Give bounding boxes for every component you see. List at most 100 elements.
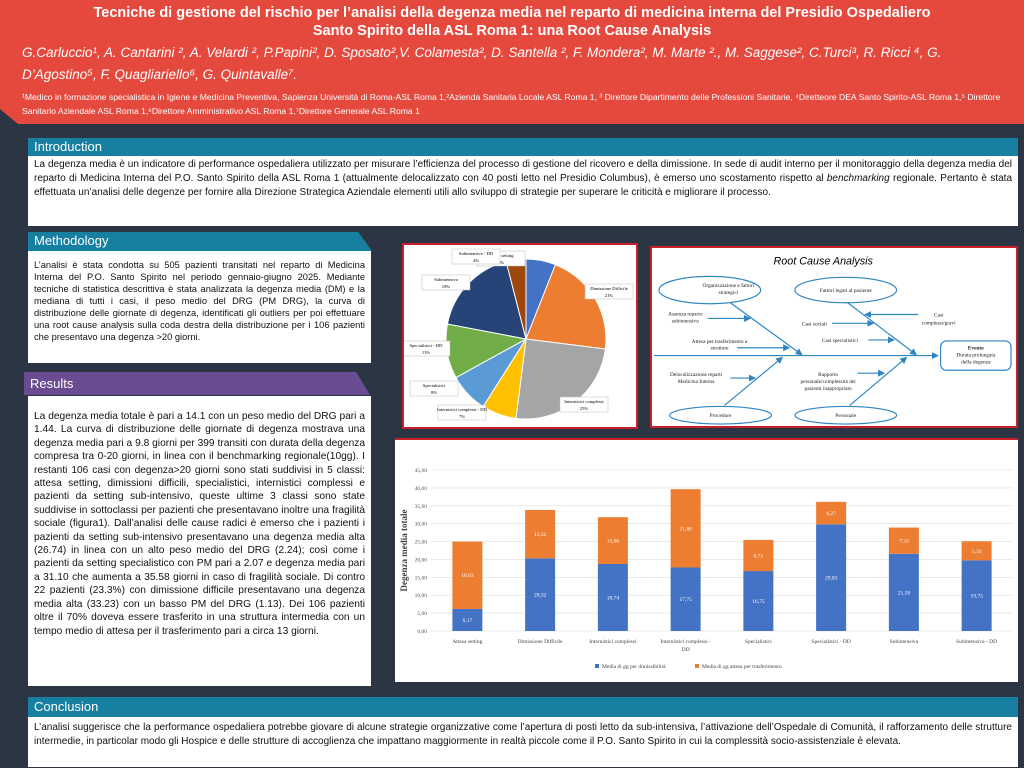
intro-text-a: La degenza media è un indicatore di perf…	[34, 159, 1012, 184]
pie-label-category: Internistici complessi - DD	[437, 407, 488, 412]
bar-data-label: 21,58	[898, 590, 911, 596]
specialistici-label: Casi specialistici	[822, 338, 859, 344]
y-axis-label: Degenza media totale	[399, 510, 409, 592]
title-line-2: Santo Spirito della ASL Roma 1: una Root…	[312, 23, 712, 39]
legend-label: Media di gg attesa per trasferimento	[702, 663, 782, 670]
bar-segment	[961, 560, 992, 631]
authors: G.Carluccio¹, A. Cantarini ², A. Velardi…	[22, 45, 942, 82]
y-tick-label: 10,00	[415, 593, 428, 599]
affiliations: ¹Medico in formazione specialistica in I…	[22, 92, 1001, 116]
bar-data-label: 16,75	[752, 599, 765, 605]
sociali-label: Casi sociali	[802, 321, 827, 327]
y-tick-label: 25,00	[415, 540, 428, 546]
x-tick-label: Dimissione Difficile	[518, 638, 564, 645]
pie-label-category: Internistici complessi	[564, 399, 604, 404]
x-tick-label: Internistici complessi -	[660, 639, 711, 645]
x-tick-label: DD	[682, 647, 690, 653]
x-tick-label: Specialistici	[745, 639, 772, 645]
pie-label-percent: 11%	[422, 350, 430, 355]
introduction-text: La degenza media è un indicatore di perf…	[28, 156, 1018, 226]
bar-segment	[888, 527, 919, 554]
bar-data-label: 13,06	[607, 539, 620, 545]
assenza-label-2: subintensivo	[672, 318, 699, 324]
x-tick-label: Subintensiva	[890, 639, 919, 645]
category-proc	[669, 405, 772, 425]
complessi-label-2: complessi/gravi	[922, 320, 956, 326]
pie-label-category: Subintensiva	[434, 277, 458, 282]
evento-label: Evento	[968, 346, 984, 352]
pie-label-category: Dimissione Difficile	[590, 286, 628, 291]
conclusion-text: L’analisi suggerisce che la performance …	[28, 717, 1018, 767]
conclusion-heading: Conclusion	[28, 697, 1018, 717]
evento-label-3: della degenza	[961, 359, 991, 365]
x-tick-label: Attesa setting	[452, 639, 482, 645]
title-line-1: Tecniche di gestione del rischio per l’a…	[93, 5, 931, 21]
rca-title: Root Cause Analysis	[774, 256, 874, 268]
bar-segment	[452, 608, 483, 631]
x-tick-label: Internistici complessi	[589, 639, 637, 645]
bar-data-label: 7,33	[899, 539, 909, 545]
bar-data-label: 6,17	[463, 618, 473, 624]
event-box	[940, 340, 1012, 371]
bar-segment	[743, 539, 774, 572]
evento-label-2: Durata prolungata	[956, 353, 995, 359]
deloc-label: Delocalizzazione reparti	[670, 372, 723, 378]
pie-label-category: Specialistici	[423, 383, 446, 388]
bar-data-label: 8,71	[754, 553, 764, 559]
category-paz	[794, 276, 898, 304]
assenza-label: Assenza reparto	[668, 311, 703, 317]
y-tick-label: 20,00	[415, 557, 428, 563]
fishbone-diagram: Root Cause Analysis Organizzazione e fat…	[654, 256, 1012, 425]
pie-label-percent: 6%	[498, 260, 504, 265]
methodology-heading: Methodology	[28, 232, 372, 251]
bar-segment	[888, 553, 919, 631]
proc-label: Procedure	[710, 413, 732, 419]
y-tick-label: 0,00	[417, 629, 427, 635]
x-tick-label: Subintensiva - DD	[956, 639, 997, 645]
category-pers	[794, 405, 898, 425]
pie-label-box	[437, 404, 487, 421]
bone-pers	[849, 356, 908, 406]
bar-segment	[670, 567, 701, 631]
pie-label-category: Specialistici - DD	[410, 343, 444, 348]
pie-chart-panel: Attesa setting 6% Dimissione Difficile 21% I…	[401, 243, 638, 429]
pie-chart: Attesa setting 6% Dimissione Difficile 21% I…	[401, 248, 634, 421]
attesa-label-2: strutture	[711, 346, 729, 352]
org-label-2: strategici	[719, 290, 739, 296]
results-heading: Results	[24, 372, 370, 395]
deloc-label-2: Medicina Interna	[678, 379, 715, 385]
y-tick-label: 15,00	[415, 575, 428, 581]
bar-data-label: 21,88	[679, 526, 692, 532]
pie-label-percent: 18%	[442, 284, 451, 289]
x-tick-label: Specialistici - DD	[811, 639, 850, 645]
legend-swatch	[595, 664, 599, 668]
paz-label: Fattori legati al paziente	[820, 288, 873, 294]
bar-data-label: 19,75	[970, 594, 983, 600]
poster-header	[0, 0, 1024, 124]
bar-data-label: 17,75	[679, 597, 692, 603]
bar-data-label: 29,83	[825, 576, 838, 582]
pie-label-box	[421, 274, 471, 291]
bar-segment	[597, 563, 628, 631]
pie-label-percent: 21%	[605, 293, 614, 298]
rapporto-label-2: personale/complessità dei	[801, 379, 857, 385]
pie-label-percent: 4%	[473, 258, 479, 263]
category-org	[658, 275, 762, 305]
y-tick-label: 40,00	[415, 486, 428, 492]
complessi-label: Casi	[934, 312, 944, 318]
bar-segment	[525, 509, 556, 559]
bar-data-label: 18,74	[607, 595, 620, 601]
pie-label-percent: 8%	[431, 390, 437, 395]
pie-label-percent: 7%	[459, 414, 465, 419]
pie-label-percent: 25%	[580, 406, 589, 411]
pie-label-box	[409, 380, 459, 397]
bar-data-label: 5,33	[972, 549, 982, 555]
bone-org	[729, 302, 803, 356]
pie-label-box	[559, 396, 609, 413]
y-tick-label: 5,00	[417, 611, 427, 617]
introduction-heading: Introduction	[28, 138, 1018, 156]
legend-swatch	[695, 664, 699, 668]
methodology-text: L’analisi è stata condotta su 505 pazien…	[28, 251, 371, 363]
intro-text-em: benchmarking	[826, 173, 890, 184]
y-tick-label: 35,00	[415, 504, 428, 510]
